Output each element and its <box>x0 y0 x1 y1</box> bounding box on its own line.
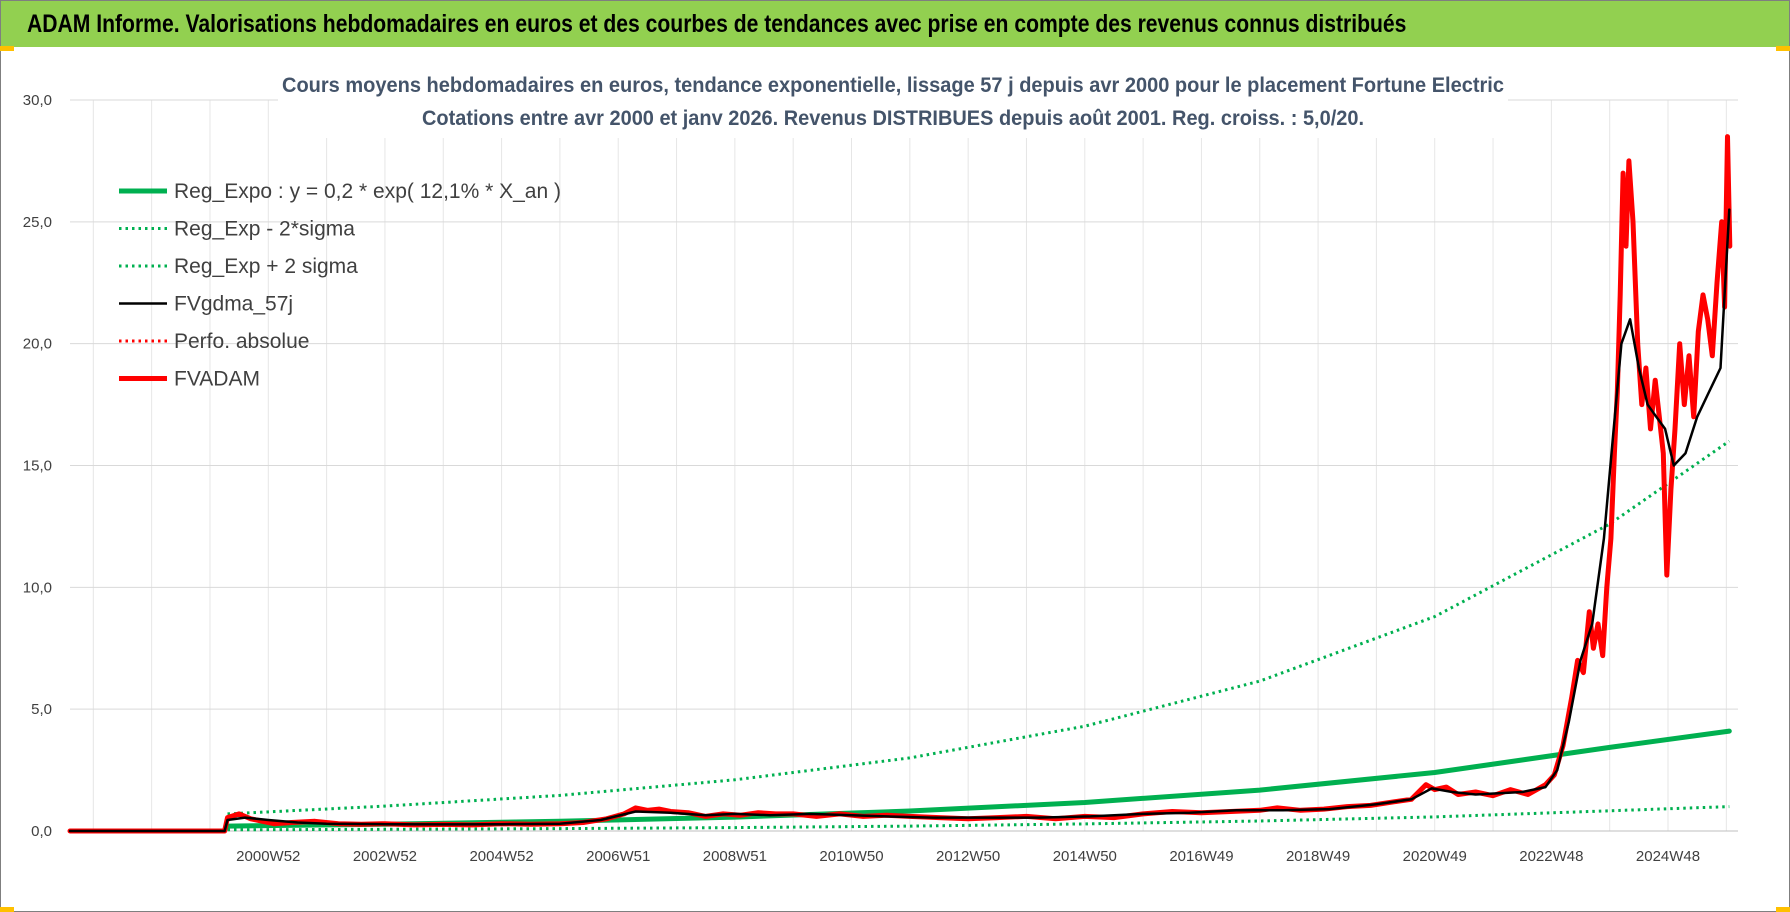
report-title: ADAM Informe. Valorisations hebdomadaire… <box>27 10 1407 38</box>
series-layer <box>67 134 1733 834</box>
x-tick-label: 2008W51 <box>703 848 767 865</box>
chart-title: Cours moyens hebdomadaires en euros, ten… <box>282 74 1504 97</box>
x-axis-ticks: 2000W52 2002W52 2004W52 2006W51 2008W51 2010W… <box>236 848 1700 865</box>
x-tick-label: 2010W50 <box>819 848 883 865</box>
y-tick-label: 25,0 <box>23 214 52 231</box>
series-line <box>227 439 1731 816</box>
y-tick-label: 5,0 <box>31 701 52 718</box>
y-tick-label: 30,0 <box>23 92 52 109</box>
x-tick-label: 2014W50 <box>1053 848 1117 865</box>
x-tick-label: 2000W52 <box>236 848 300 865</box>
legend: Reg_Expo : y = 0,2 * exp( 12,1% * X_an )… <box>119 180 561 391</box>
series-line <box>67 134 1733 834</box>
chart-subtitle: Cotations entre avr 2000 et janv 2026. R… <box>422 107 1364 130</box>
legend-label: Reg_Exp - 2*sigma <box>174 218 355 241</box>
x-tick-label: 2020W49 <box>1403 848 1467 865</box>
series-line <box>227 805 1730 832</box>
x-tick-label: 2002W52 <box>353 848 417 865</box>
x-tick-label: 2018W49 <box>1286 848 1350 865</box>
legend-label: Reg_Expo : y = 0,2 * exp( 12,1% * X_an ) <box>174 180 561 203</box>
y-axis-ticks: 0,0 5,0 10,0 15,0 20,0 25,0 30,0 <box>23 92 52 840</box>
x-tick-label: 2016W49 <box>1169 848 1233 865</box>
x-tick-label: 2006W51 <box>586 848 650 865</box>
y-tick-label: 20,0 <box>23 336 52 353</box>
y-tick-label: 15,0 <box>23 458 52 475</box>
series-line <box>68 208 1731 833</box>
x-tick-label: 2012W50 <box>936 848 1000 865</box>
x-tick-label: 2004W52 <box>469 848 533 865</box>
x-tick-label: 2024W48 <box>1636 848 1700 865</box>
corner-marker <box>1776 907 1790 912</box>
corner-marker <box>1776 46 1790 51</box>
x-tick-label: 2022W48 <box>1519 848 1583 865</box>
legend-label: FVADAM <box>174 368 260 391</box>
legend-label: FVgdma_57j <box>174 293 293 316</box>
corner-marker <box>0 46 14 51</box>
legend-label: Perfo. absolue <box>174 330 309 353</box>
title-background <box>278 62 1508 138</box>
legend-label: Reg_Exp + 2 sigma <box>174 255 358 278</box>
y-tick-label: 0,0 <box>31 823 52 840</box>
grid-lines <box>70 99 1738 832</box>
report-banner: ADAM Informe. Valorisations hebdomadaire… <box>1 1 1789 47</box>
y-tick-label: 10,0 <box>23 579 52 596</box>
corner-marker <box>0 907 14 912</box>
